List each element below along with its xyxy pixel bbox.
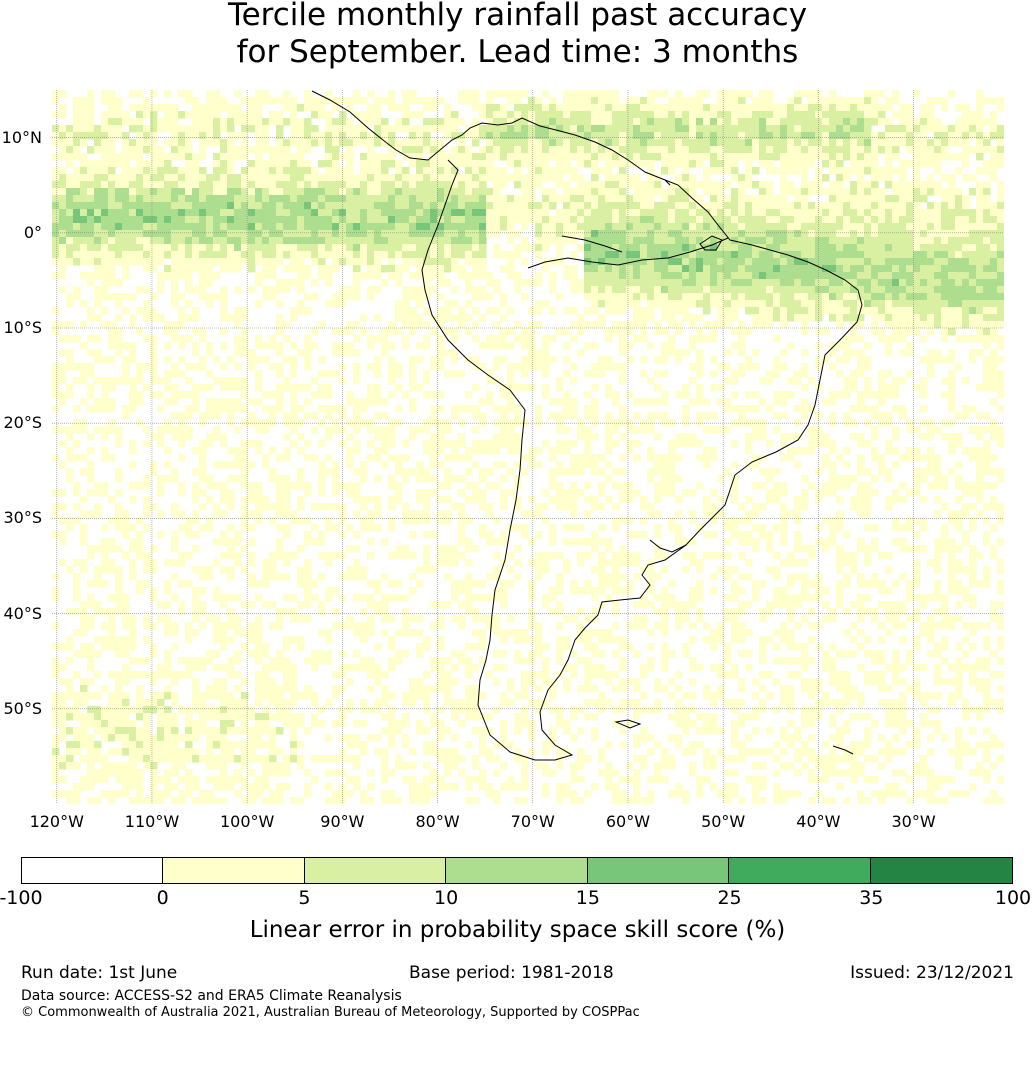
rio-de-la-plata <box>649 539 687 553</box>
colorbar-tick-label: 35 <box>859 887 884 909</box>
colorbar-segment <box>304 858 447 883</box>
amazon-river <box>527 237 729 269</box>
copyright: © Commonwealth of Australia 2021, Austra… <box>21 1005 640 1020</box>
longitude-label: 100°W <box>219 812 275 831</box>
latitude-label: 0° <box>23 222 42 242</box>
run-date: Run date: 1st June <box>21 963 178 983</box>
colorbar-tick-label: 25 <box>717 887 742 909</box>
marajo-island <box>699 235 723 251</box>
latitude-label: 10°S <box>3 318 42 337</box>
longitude-label: 30°W <box>891 812 936 831</box>
south-america-coastline <box>311 90 863 761</box>
longitude-label: 70°W <box>510 812 555 831</box>
longitude-label: 80°W <box>415 812 460 831</box>
south-georgia <box>832 745 854 755</box>
longitude-label: 90°W <box>320 812 365 831</box>
latitude-label: 30°S <box>3 508 42 528</box>
colorbar-tick-label: -100 <box>0 887 43 909</box>
latitude-label: 10°N <box>1 127 42 147</box>
colorbar-tick-label: 15 <box>575 887 600 909</box>
map-title-line1: Tercile monthly rainfall past accuracy <box>227 0 808 33</box>
colorbar-segment <box>587 858 730 883</box>
colorbar <box>21 857 1013 884</box>
latitude-label: 40°S <box>3 603 42 623</box>
negro-river <box>561 235 623 253</box>
skill-score-map <box>52 90 1004 804</box>
colorbar-tick-label: 10 <box>434 887 459 909</box>
colorbar-tick-label: 5 <box>298 887 311 909</box>
coastlines <box>311 90 863 761</box>
longitude-label: 110°W <box>124 812 180 831</box>
colorbar-segment <box>870 858 1012 883</box>
issued-date: Issued: 23/12/2021 <box>850 963 1014 983</box>
colorbar-segment <box>729 858 871 883</box>
latitude-label: 50°S <box>3 698 42 718</box>
trinidad <box>664 179 671 186</box>
longitude-label: 50°W <box>701 812 746 831</box>
longitude-label: 60°W <box>605 812 651 831</box>
colorbar-segment <box>22 858 164 883</box>
colorbar-segment <box>446 858 588 883</box>
colorbar-tick-label: 100 <box>994 887 1032 909</box>
colorbar-segment <box>163 858 305 883</box>
longitude-label: 120°W <box>29 812 84 831</box>
colorbar-tick-label: 0 <box>156 887 169 909</box>
falkland-islands <box>614 719 642 729</box>
skill-field <box>52 90 1004 804</box>
latitude-label: 20°S <box>3 413 42 433</box>
colorbar-label: Linear error in probability space skill … <box>249 917 786 943</box>
map-title-line2: for September. Lead time: 3 months <box>236 34 799 70</box>
base-period: Base period: 1981-2018 <box>409 963 614 983</box>
longitude-label: 40°W <box>796 812 841 831</box>
graticule <box>52 90 1004 804</box>
data-source: Data source: ACCESS-S2 and ERA5 Climate … <box>21 988 402 1004</box>
